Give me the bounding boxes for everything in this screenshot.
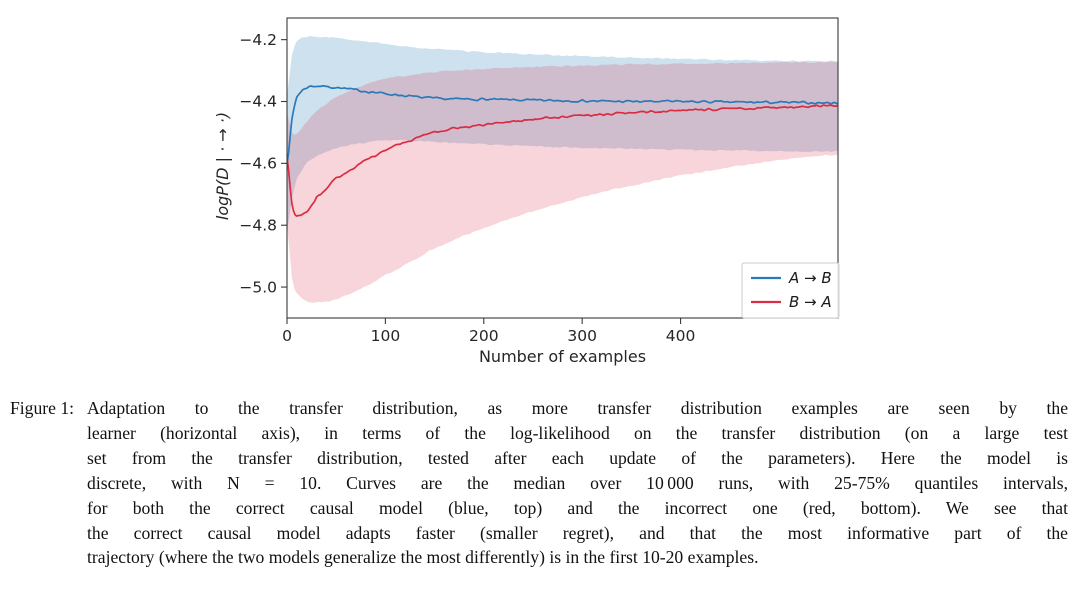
caption-line: set from the transfer distribution, test…	[87, 447, 1068, 468]
caption-line: discrete, with N = 10. Curves are the me…	[87, 472, 1068, 493]
plot-frame	[286, 17, 839, 319]
x-tick-label: 200	[469, 327, 499, 345]
y-tick-label: −4.4	[239, 93, 277, 111]
median-line-b-a	[287, 104, 838, 217]
x-tick-label: 100	[371, 327, 401, 345]
legend-label-b-a: B → A	[789, 293, 832, 311]
caption-line: trajectory (where the two models general…	[87, 547, 759, 568]
x-tick-label: 0	[282, 327, 292, 345]
y-tick-label: −4.6	[239, 155, 277, 173]
chart-svg: −4.2 −4.4 −4.6 −4.8 −5.0 0 100 200 300 400 Number …	[213, 17, 840, 366]
quantile-band-a-b	[287, 36, 838, 232]
caption-line: the correct causal model adapts faster (…	[87, 522, 1068, 543]
y-tick-label: −5.0	[239, 278, 277, 296]
legend-box	[741, 262, 840, 319]
x-tick-label: 300	[567, 327, 597, 345]
y-tick-label: −4.8	[239, 216, 277, 234]
figure-plot-area: −4.2 −4.4 −4.6 −4.8 −5.0 0 100 200 300 400 Number …	[213, 17, 840, 366]
x-tick-label: 400	[666, 327, 696, 345]
x-axis-label: Number of examples	[479, 347, 646, 366]
legend-label-a-b: A → B	[788, 269, 832, 287]
figure-caption-text: Adaptation to the transfer distribution,…	[87, 396, 1068, 570]
figure-caption-label: Figure 1:	[10, 398, 75, 418]
caption-line: for both the correct causal model (blue,…	[87, 497, 1068, 518]
quantile-band-b-a	[287, 61, 838, 303]
y-tick-label: −4.2	[239, 31, 277, 49]
figure-caption: Figure 1: Adaptation to the transfer dis…	[0, 374, 1080, 570]
y-axis-label: logP(D | · → ·)	[213, 112, 232, 220]
median-line-a-b	[287, 84, 838, 165]
caption-line: Adaptation to the transfer distribution,…	[87, 398, 1068, 418]
caption-line: learner (horizontal axis), in terms of t…	[87, 422, 1068, 443]
